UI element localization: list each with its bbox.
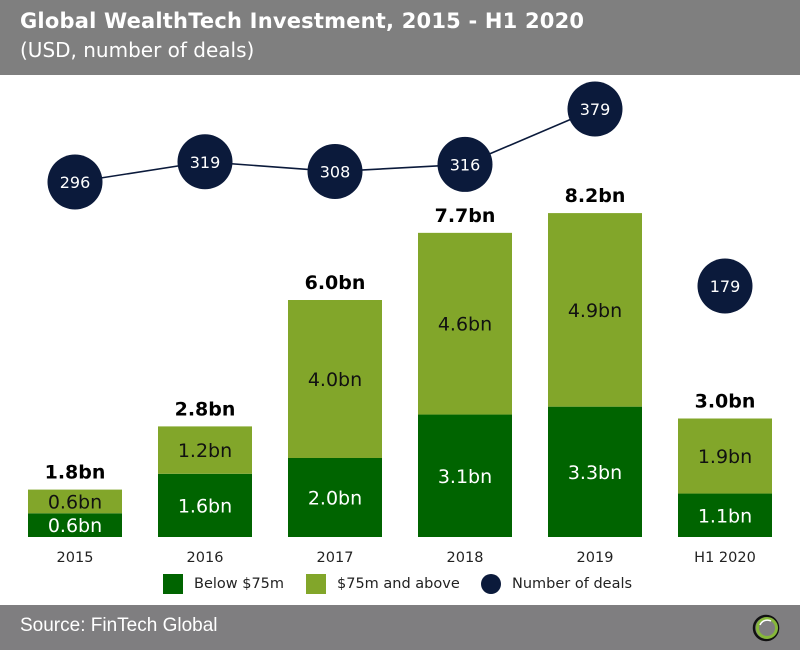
bar-segment-75m-and-above	[288, 300, 382, 458]
x-tick-label: 2015	[57, 550, 94, 566]
legend-label: Below $75m	[194, 576, 285, 592]
bar-segment-label: 4.0bn	[308, 369, 362, 391]
deals-value-label: 319	[190, 153, 221, 172]
bar-segment-below-75m	[418, 414, 512, 537]
legend-label: Number of deals	[512, 576, 633, 592]
bar-segment-below-75m	[288, 458, 382, 537]
deals-value-label: 379	[580, 100, 611, 119]
bar-segment-label: 0.6bn	[48, 515, 102, 537]
chart-title: Global WealthTech Investment, 2015 - H1 …	[20, 9, 585, 33]
bars-layer	[28, 213, 772, 537]
bar-total-label: 3.0bn	[695, 391, 756, 413]
legend-swatch-below-75m	[163, 574, 183, 594]
deals-marker	[567, 81, 623, 137]
chart-header: Global WealthTech Investment, 2015 - H1 …	[0, 0, 800, 75]
bar-total-label: 8.2bn	[565, 185, 626, 207]
bar-segment-label: 4.6bn	[438, 314, 492, 336]
deals-marker	[47, 154, 103, 210]
bar-segment-below-75m	[548, 406, 642, 537]
bar-total-label: 7.7bn	[435, 205, 496, 227]
bar-total-label: 6.0bn	[305, 272, 366, 294]
bar-segment-label: 4.9bn	[568, 300, 622, 322]
bar-segment-label: 0.6bn	[48, 491, 102, 513]
bar-segment-below-75m	[28, 513, 122, 537]
x-tick-label: 2018	[447, 550, 484, 566]
x-tick-label: H1 2020	[694, 550, 756, 566]
deals-marker	[177, 134, 233, 190]
bar-total-label: 1.8bn	[45, 462, 106, 484]
bar-segment-75m-and-above	[158, 426, 252, 474]
legend-item-75m-and-above: $75m and above	[306, 574, 460, 594]
legend-item-below-75m: Below $75m	[163, 574, 284, 594]
bar-segment-below-75m	[678, 493, 772, 537]
deals-marker	[437, 136, 493, 192]
bar-segment-label: 3.1bn	[438, 466, 492, 488]
deals-value-label: 308	[320, 162, 351, 181]
fintech-global-logo-icon	[752, 614, 780, 642]
deals-value-label: 316	[450, 155, 481, 174]
bar-total-label: 2.8bn	[175, 398, 236, 420]
legend-label: $75m and above	[337, 576, 460, 592]
bar-segment-label: 1.6bn	[178, 495, 232, 517]
x-tick-label: 2017	[317, 550, 354, 566]
bar-segment-75m-and-above	[418, 232, 512, 415]
x-tick-label: 2016	[187, 550, 224, 566]
x-tick-label: 2019	[577, 550, 614, 566]
bar-segment-label: 2.0bn	[308, 488, 362, 510]
legend-dot-number-of-deals	[481, 574, 501, 594]
bar-segment-75m-and-above	[28, 489, 122, 514]
bar-segment-below-75m	[158, 473, 252, 537]
legend-item-number-of-deals: Number of deals	[481, 574, 632, 594]
deals-marker	[307, 143, 363, 199]
legend: Below $75m $75m and above Number of deal…	[0, 574, 800, 598]
source-note: Source: FinTech Global	[20, 615, 218, 636]
deals-line-layer: 296 319 308 316 379 179	[47, 81, 753, 314]
deals-value-label: 179	[710, 277, 741, 296]
chart-subtitle: (USD, number of deals)	[20, 38, 255, 62]
chart-footer: Source: FinTech Global	[0, 605, 800, 650]
bar-segment-label: 1.2bn	[178, 440, 232, 462]
bar-segment-75m-and-above	[678, 418, 772, 494]
bar-segment-label: 1.9bn	[698, 446, 752, 468]
legend-swatch-75m-and-above	[306, 574, 326, 594]
bar-segment-label: 1.1bn	[698, 505, 752, 527]
deals-marker	[697, 258, 753, 314]
bar-segment-label: 3.3bn	[568, 462, 622, 484]
bar-segment-75m-and-above	[548, 213, 642, 407]
deals-value-label: 296	[60, 173, 91, 192]
